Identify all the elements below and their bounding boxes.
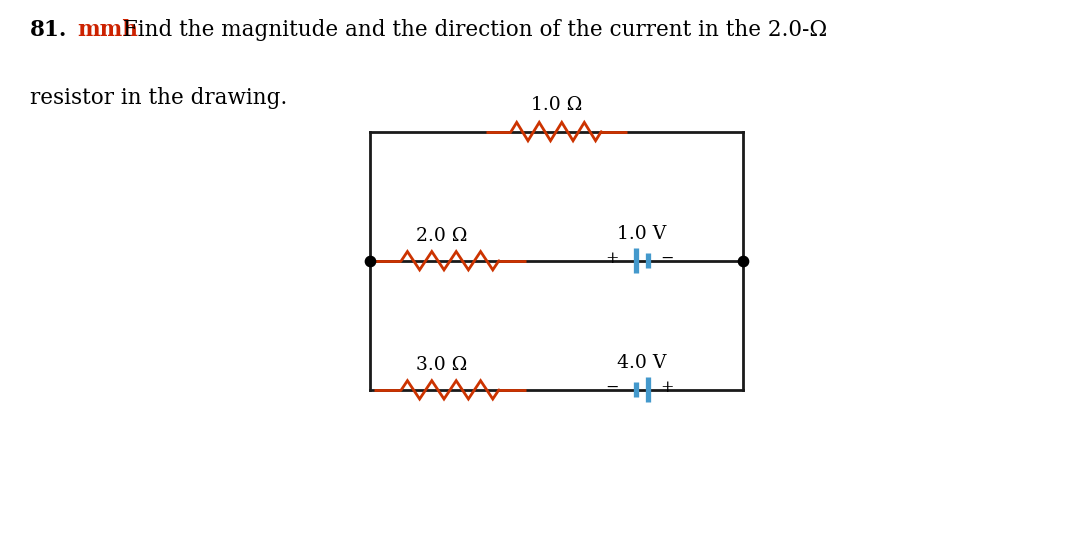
Text: −: − [605, 379, 619, 396]
Point [361, 256, 378, 265]
Text: +: + [605, 250, 619, 267]
Text: 1.0 Ω: 1.0 Ω [530, 96, 582, 114]
Text: 2.0 Ω: 2.0 Ω [416, 227, 467, 245]
Text: 81.: 81. [30, 19, 67, 41]
Text: 1.0 V: 1.0 V [617, 225, 666, 243]
Text: 4.0 V: 4.0 V [617, 354, 667, 372]
Text: −: − [660, 250, 673, 267]
Text: 3.0 Ω: 3.0 Ω [416, 356, 467, 374]
Text: mmh: mmh [77, 19, 138, 41]
Text: resistor in the drawing.: resistor in the drawing. [30, 87, 288, 109]
Point [734, 256, 752, 265]
Text: +: + [660, 379, 673, 396]
Text: Find the magnitude and the direction of the current in the 2.0-Ω: Find the magnitude and the direction of … [123, 19, 827, 41]
